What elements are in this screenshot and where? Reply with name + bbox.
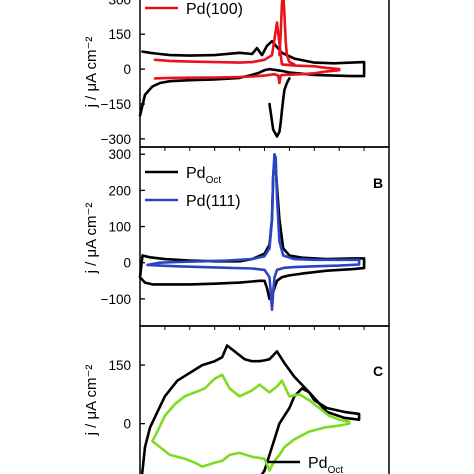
series-line-c-0	[140, 344, 361, 474]
plot-frame	[139, 325, 390, 474]
y-tick-label: 0	[123, 417, 131, 432]
y-axis-label: j / μA cm⁻²	[83, 203, 100, 275]
panel-label: B	[373, 175, 383, 191]
legend-entry: PdOct	[308, 455, 343, 474]
y-tick-label: 300	[108, 147, 131, 162]
y-tick-label: −150	[101, 97, 131, 112]
y-tick-label: 0	[123, 62, 131, 77]
y-tick-label: 0	[123, 256, 131, 271]
plot-frame	[139, 146, 390, 327]
y-tick-label: 300	[108, 0, 131, 7]
y-tick-label: 150	[108, 27, 131, 42]
legend-entry: PdOct	[186, 165, 221, 186]
panel-label: C	[373, 363, 383, 379]
series-line-a-0	[138, 39, 366, 117]
legend-entry: Pd(111)	[186, 193, 241, 210]
y-axis-label: j / μA cm⁻²	[83, 365, 100, 437]
series-line-b-0	[138, 160, 366, 301]
y-axis-label: j / μA cm⁻²	[83, 37, 100, 109]
y-tick-label: −300	[101, 132, 131, 147]
series-line-a-1	[153, 21, 341, 85]
series-line-b-1	[146, 152, 361, 312]
y-tick-label: 200	[108, 183, 131, 198]
series-line-a-2	[268, 77, 291, 138]
plot-frame	[139, 0, 390, 148]
y-tick-label: 100	[108, 220, 131, 235]
chart-panel-a: −300 −150 0 150 300 j / μA cm⁻² Pd(100)	[83, 0, 390, 148]
legend-subscript: Oct	[206, 175, 222, 186]
series-line-c-1	[151, 373, 351, 472]
chart-panel-b: −100 0 100 200 300 j / μA cm⁻² PdOct Pd(111) B	[83, 146, 390, 327]
y-tick-label: −100	[101, 292, 131, 307]
legend-entry: Pd(100)	[186, 1, 243, 18]
y-tick-label: 150	[108, 358, 131, 373]
series-line-a-3	[278, 0, 296, 66]
legend-subscript: Oct	[328, 465, 344, 474]
